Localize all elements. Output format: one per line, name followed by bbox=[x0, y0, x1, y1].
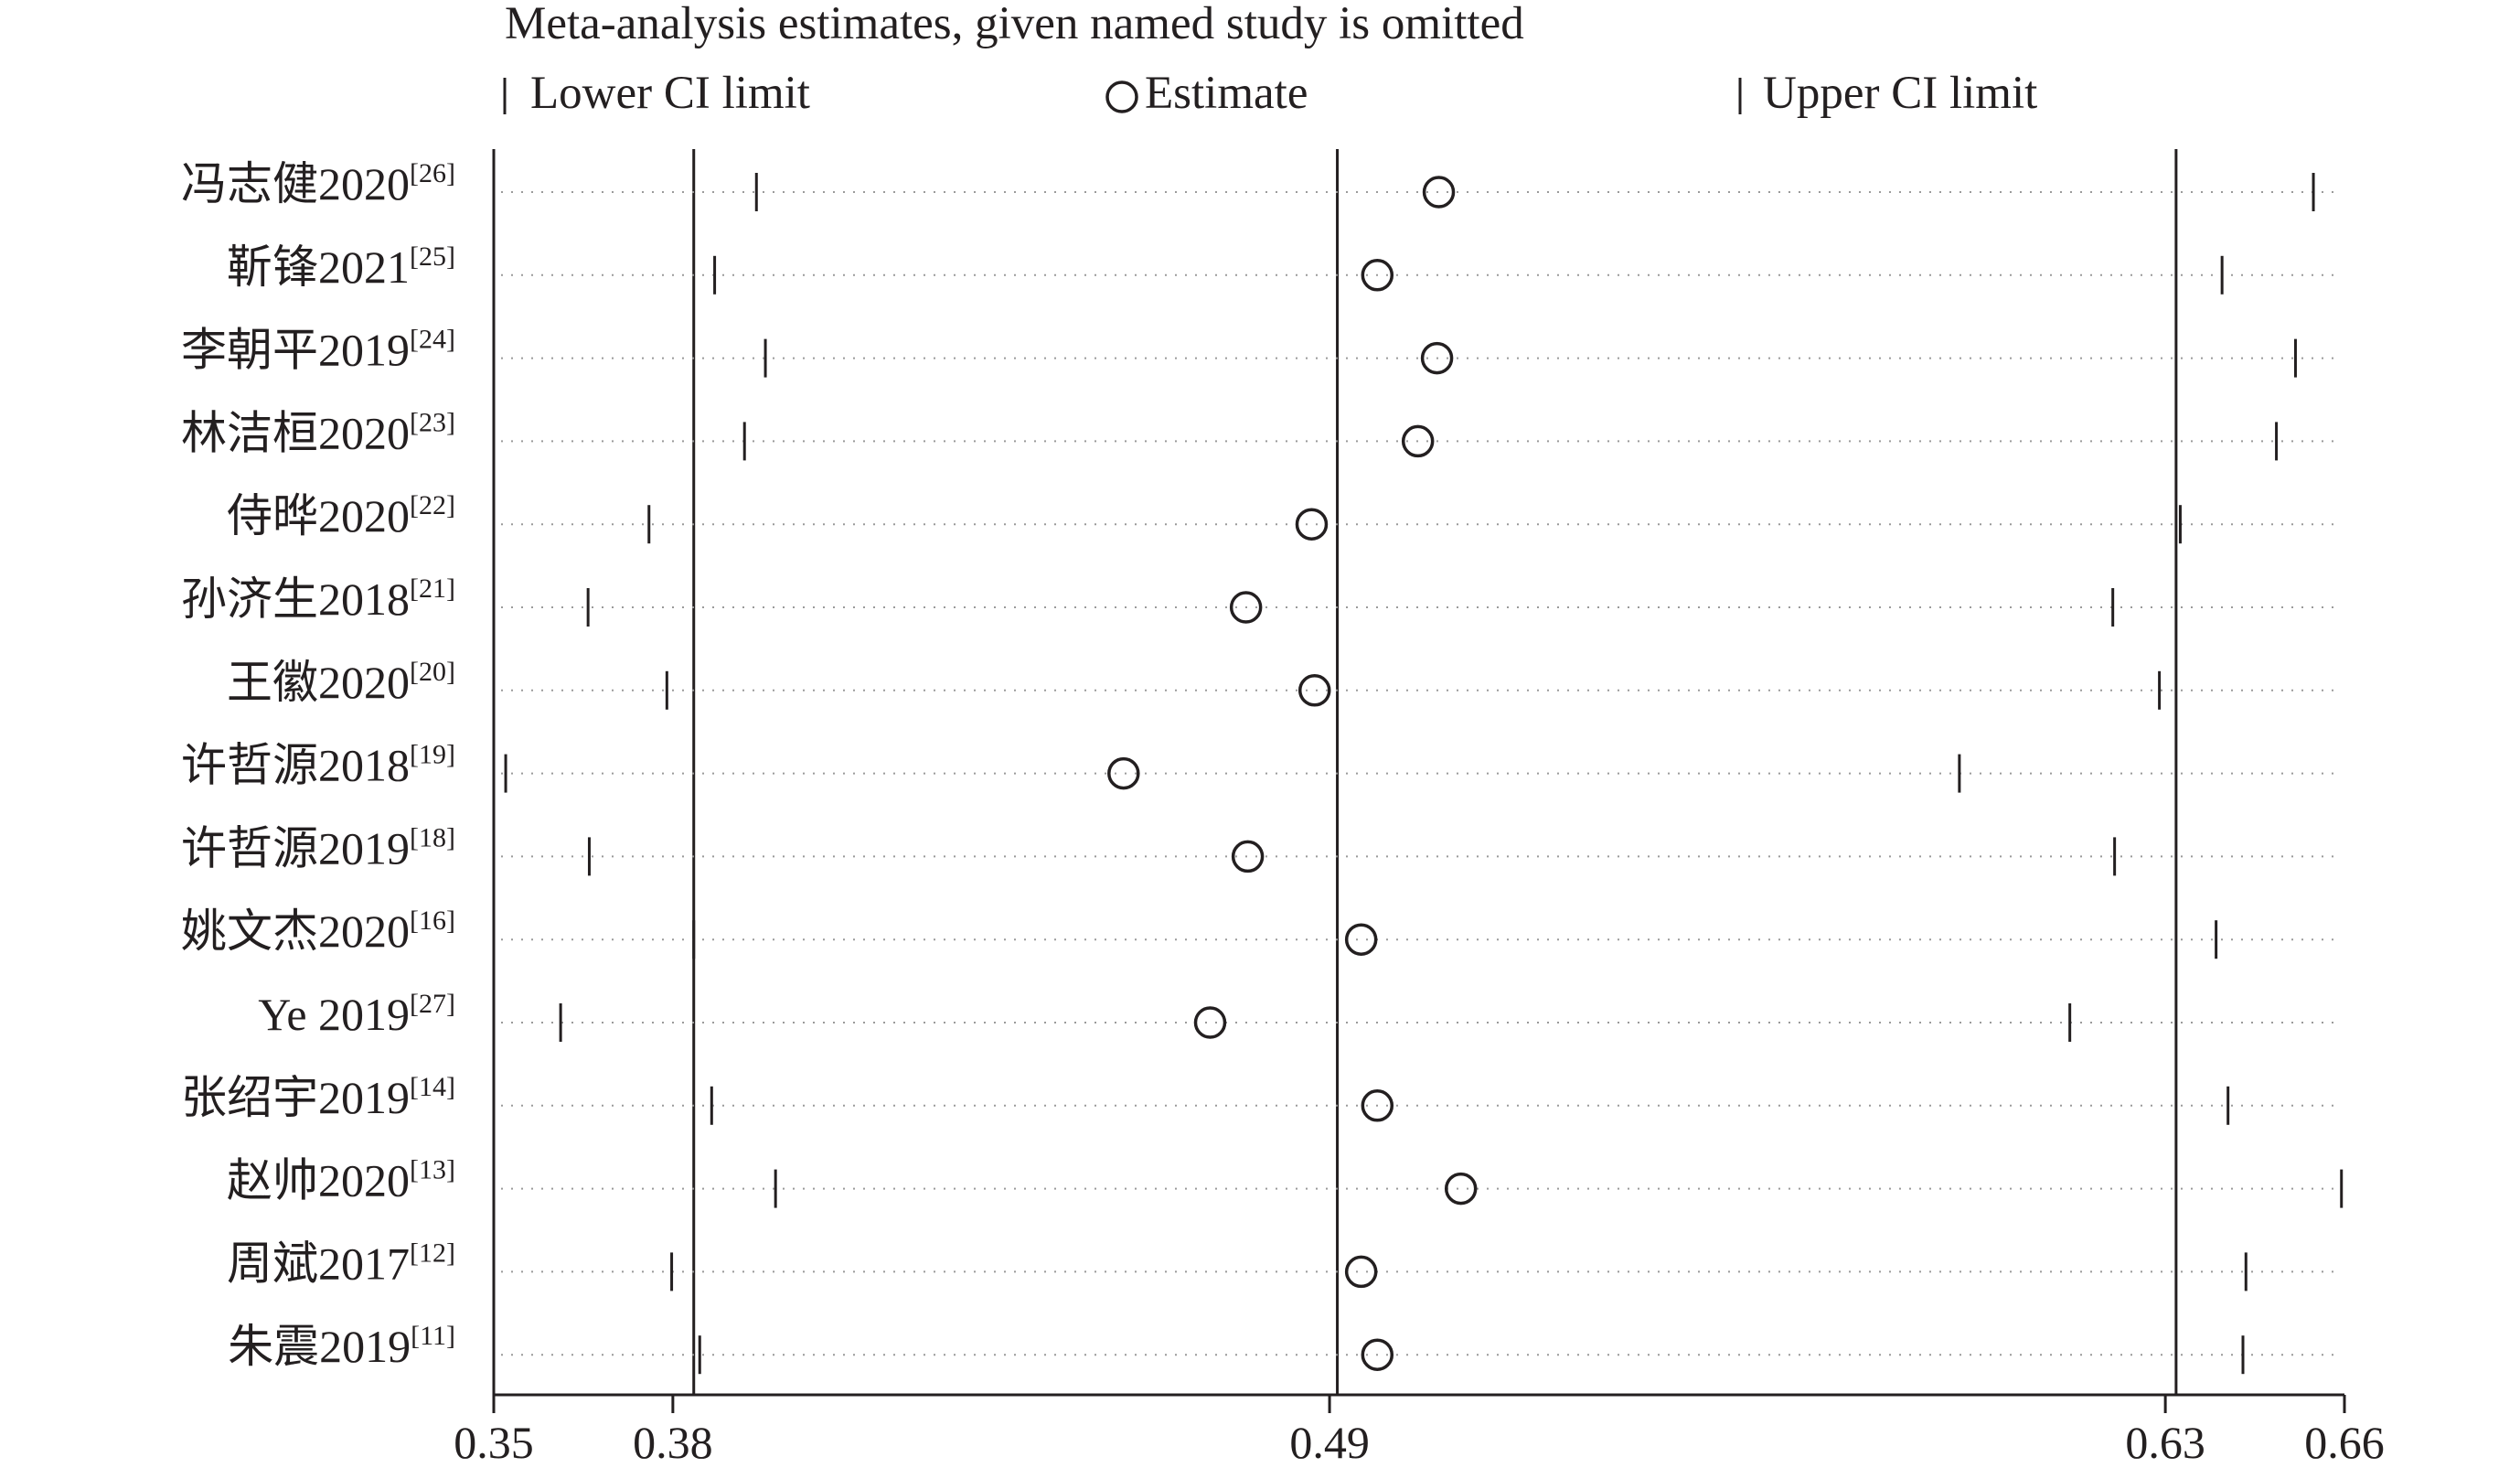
chart-title: Meta-analysis estimates, given named stu… bbox=[505, 0, 1524, 49]
study-row bbox=[501, 1335, 2341, 1375]
estimate-marker bbox=[1361, 259, 1394, 292]
study-row bbox=[501, 588, 2341, 627]
estimate-marker bbox=[1361, 1089, 1394, 1122]
study-name: 朱震2019 bbox=[228, 1321, 411, 1372]
study-row bbox=[501, 837, 2341, 876]
study-row bbox=[501, 422, 2341, 461]
study-ref: [21] bbox=[410, 573, 455, 604]
plot-area bbox=[492, 149, 2344, 1397]
legend-lower-ci-label: Lower CI limit bbox=[530, 68, 810, 119]
study-ref: [23] bbox=[410, 407, 455, 437]
study-name: 孙济生2018 bbox=[181, 573, 410, 625]
study-label: 朱震2019[11] bbox=[228, 1321, 455, 1372]
study-row bbox=[501, 338, 2341, 378]
study-name: 许哲源2018 bbox=[181, 740, 410, 791]
study-name: 赵帅2020 bbox=[227, 1155, 410, 1206]
study-label: 林洁桓2020[23] bbox=[181, 407, 455, 458]
x-tick-label: 0.38 bbox=[633, 1417, 713, 1468]
estimate-marker bbox=[1361, 1338, 1394, 1371]
study-name: 许哲源2019 bbox=[181, 822, 410, 873]
estimate-marker bbox=[1420, 341, 1454, 375]
x-tick-label: 0.35 bbox=[454, 1417, 534, 1468]
legend-estimate-label: Estimate bbox=[1145, 68, 1308, 119]
study-name: 林洁桓2020 bbox=[181, 407, 410, 458]
study-ref: [12] bbox=[410, 1238, 455, 1268]
study-label: Ye 2019[27] bbox=[258, 989, 455, 1040]
study-label: 姚文杰2020[16] bbox=[181, 905, 455, 957]
legend-estimate-marker bbox=[1105, 80, 1138, 113]
estimate-marker bbox=[1401, 424, 1435, 458]
study-ref: [19] bbox=[410, 740, 455, 770]
study-label: 靳锋2021[25] bbox=[227, 241, 455, 293]
study-label: 周斌2017[12] bbox=[227, 1238, 455, 1289]
study-label: 冯志健2020[26] bbox=[181, 158, 455, 209]
study-label: 许哲源2018[19] bbox=[181, 740, 455, 791]
study-name: 王徽2020 bbox=[227, 657, 410, 708]
estimate-marker bbox=[1295, 508, 1329, 541]
study-name: 李朝平2019 bbox=[181, 325, 410, 376]
study-ref: [18] bbox=[410, 822, 455, 852]
estimate-marker bbox=[1229, 591, 1263, 624]
study-label: 孙济生2018[21] bbox=[181, 573, 455, 625]
study-row bbox=[501, 255, 2341, 295]
study-name: Ye 2019 bbox=[258, 989, 410, 1040]
study-ref: [13] bbox=[410, 1155, 455, 1185]
estimate-marker bbox=[1344, 923, 1378, 956]
x-tick-label: 0.49 bbox=[1289, 1417, 1370, 1468]
study-ref: [16] bbox=[410, 905, 455, 936]
study-ref: [11] bbox=[411, 1321, 455, 1351]
study-ref: [26] bbox=[410, 158, 455, 188]
study-row bbox=[501, 1086, 2341, 1125]
estimate-marker bbox=[1444, 1172, 1478, 1205]
study-ref: [20] bbox=[410, 657, 455, 687]
study-row bbox=[501, 173, 2341, 211]
study-ref: [24] bbox=[410, 325, 455, 355]
estimate-marker bbox=[1344, 1255, 1378, 1289]
study-row bbox=[501, 920, 2341, 959]
x-tick-label: 0.63 bbox=[2125, 1417, 2205, 1468]
study-ref: [14] bbox=[410, 1072, 455, 1102]
study-name: 侍晔2020 bbox=[227, 490, 410, 541]
estimate-marker bbox=[1231, 840, 1265, 873]
study-ref: [22] bbox=[410, 490, 455, 520]
study-label: 侍晔2020[22] bbox=[227, 490, 455, 541]
study-row bbox=[501, 670, 2341, 710]
x-tick-label: 0.66 bbox=[2304, 1417, 2385, 1468]
estimate-marker bbox=[1422, 176, 1456, 209]
legend-upper-ci-label: Upper CI limit bbox=[1763, 68, 2037, 119]
estimate-marker bbox=[1193, 1006, 1227, 1039]
study-label: 李朝平2019[24] bbox=[181, 325, 455, 376]
estimate-marker bbox=[1107, 756, 1140, 790]
study-row bbox=[501, 1003, 2341, 1042]
study-label: 许哲源2019[18] bbox=[181, 822, 455, 873]
study-name: 姚文杰2020 bbox=[181, 905, 410, 957]
study-label: 王徽2020[20] bbox=[227, 657, 455, 708]
study-label: 张绍宇2019[14] bbox=[181, 1072, 455, 1123]
study-name: 冯志健2020 bbox=[181, 158, 410, 209]
study-row bbox=[501, 1252, 2341, 1291]
study-row bbox=[501, 754, 2341, 793]
study-name: 周斌2017 bbox=[227, 1238, 410, 1289]
study-label: 赵帅2020[13] bbox=[227, 1155, 455, 1206]
legend: Lower CI limit Estimate Upper CI limit bbox=[503, 68, 2037, 119]
estimate-marker bbox=[1297, 674, 1331, 707]
study-ref: [25] bbox=[410, 241, 455, 272]
study-row bbox=[501, 1169, 2344, 1208]
study-row bbox=[501, 505, 2341, 544]
study-name: 张绍宇2019 bbox=[181, 1072, 410, 1123]
study-ref: [27] bbox=[410, 989, 455, 1019]
study-name: 靳锋2021 bbox=[227, 241, 410, 293]
